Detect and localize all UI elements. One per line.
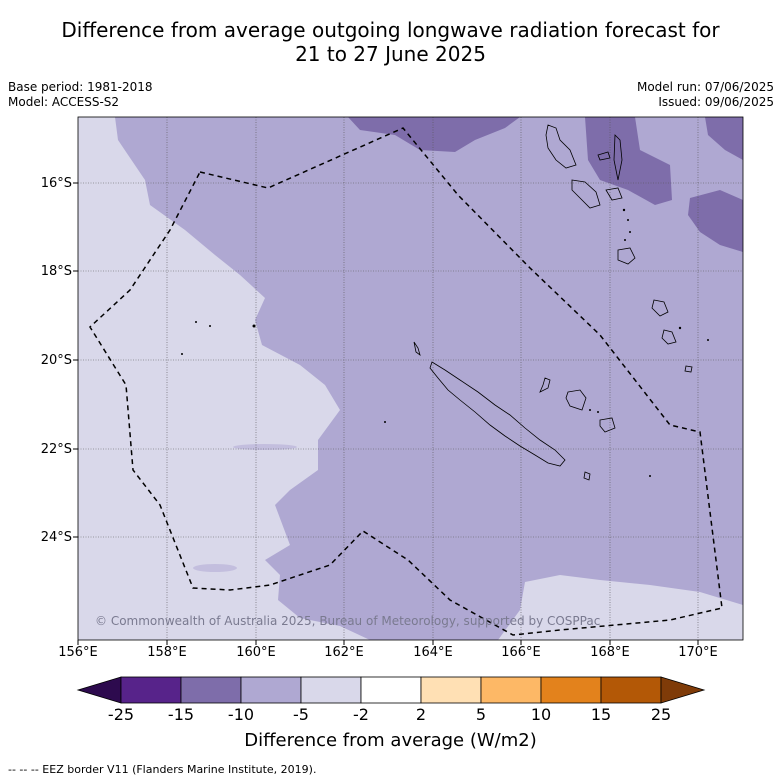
belep-islands bbox=[413, 341, 421, 357]
colorbar-bin bbox=[300, 676, 362, 704]
anomaly-region-dark-ne1 bbox=[585, 117, 672, 205]
colorbar-tick: 25 bbox=[650, 705, 672, 724]
graticule bbox=[78, 117, 743, 640]
colorbar-bin bbox=[180, 676, 242, 704]
map-area bbox=[78, 117, 743, 640]
lat-label: 18°S bbox=[40, 264, 72, 279]
vanuatu-espiritu-santo bbox=[545, 124, 577, 169]
vanuatu-pentecost bbox=[605, 187, 623, 201]
anomaly-region-dark-east bbox=[688, 190, 743, 252]
vanuatu-erromango bbox=[651, 299, 669, 317]
lat-label: 20°S bbox=[40, 353, 72, 368]
lon-label: 156°E bbox=[58, 645, 98, 660]
colorbar-bin bbox=[120, 676, 182, 704]
loyalty-island-mare bbox=[599, 417, 616, 433]
colorbar-tick: -15 bbox=[167, 705, 195, 724]
vanuatu-malekula bbox=[571, 179, 601, 209]
colorbar-tick: 15 bbox=[590, 705, 612, 724]
colorbar-bin bbox=[540, 676, 602, 704]
title-line-1: Difference from average outgoing longwav… bbox=[61, 18, 720, 42]
colorbar-tick: 10 bbox=[530, 705, 552, 724]
lon-label: 168°E bbox=[590, 645, 630, 660]
eez-footnote: -- -- -- EEZ border V11 (Flanders Marine… bbox=[8, 763, 317, 776]
eez-border bbox=[89, 127, 723, 636]
anomaly-region-dark-ne2 bbox=[705, 117, 743, 160]
colorbar-label: Difference from average (W/m2) bbox=[244, 730, 537, 751]
copyright-notice: © Commonwealth of Australia 2025, Bureau… bbox=[95, 614, 601, 628]
isle-of-pines bbox=[583, 471, 591, 481]
anomaly-streak-south bbox=[193, 564, 237, 572]
model-run: Model run: 07/06/2025 bbox=[636, 80, 774, 94]
title-line-2: 21 to 27 June 2025 bbox=[295, 42, 486, 66]
issued-date: Issued: 09/06/2025 bbox=[658, 95, 774, 109]
colorbar-bin bbox=[480, 676, 542, 704]
loyalty-island-lifou bbox=[565, 389, 587, 411]
meta-right: Model run: 07/06/2025 Issued: 09/06/2025 bbox=[637, 80, 774, 110]
colorbar-bin bbox=[420, 676, 482, 704]
colorbar-tick: -2 bbox=[353, 705, 369, 724]
anomaly-region-dark-north bbox=[348, 117, 520, 152]
colorbar-tick: -25 bbox=[107, 705, 135, 724]
loyalty-island-ouvea bbox=[539, 377, 551, 393]
colorbar-extend-low bbox=[76, 676, 122, 704]
lat-label: 24°S bbox=[40, 530, 72, 545]
lat-label: 16°S bbox=[40, 176, 72, 191]
lon-label: 162°E bbox=[324, 645, 364, 660]
vanuatu-maewo bbox=[613, 134, 623, 181]
base-period: Base period: 1981-2018 bbox=[8, 80, 153, 94]
colorbar-bin bbox=[600, 676, 662, 704]
anomaly-region-light-west bbox=[78, 117, 370, 640]
colorbar bbox=[76, 676, 706, 704]
lon-label: 160°E bbox=[236, 645, 276, 660]
anomaly-streak bbox=[233, 444, 297, 450]
lon-label: 170°E bbox=[678, 645, 718, 660]
vanuatu-efate bbox=[617, 247, 636, 265]
colorbar-tick: -10 bbox=[227, 705, 255, 724]
lat-label: 22°S bbox=[40, 442, 72, 457]
vanuatu-aneityum bbox=[684, 365, 693, 373]
chart-title: Difference from average outgoing longwav… bbox=[0, 18, 781, 66]
colorbar-bin bbox=[360, 676, 422, 704]
meta-left: Base period: 1981-2018 Model: ACCESS-S2 bbox=[8, 80, 153, 110]
colorbar-tick: -5 bbox=[293, 705, 309, 724]
anomaly-region-light-south bbox=[498, 575, 743, 640]
lon-label: 158°E bbox=[147, 645, 187, 660]
small-islets bbox=[181, 208, 709, 477]
vanuatu-ambae bbox=[597, 151, 611, 161]
map-frame bbox=[77, 116, 744, 641]
lon-label: 166°E bbox=[501, 645, 541, 660]
new-caledonia-island bbox=[429, 361, 566, 467]
colorbar-extend-high bbox=[660, 676, 706, 704]
colorbar-tick: 2 bbox=[415, 705, 427, 724]
colorbar-tick: 5 bbox=[475, 705, 487, 724]
vanuatu-tanna bbox=[661, 329, 677, 345]
lon-label: 164°E bbox=[413, 645, 453, 660]
axis-ticks bbox=[73, 182, 699, 645]
model-name: Model: ACCESS-S2 bbox=[8, 95, 120, 109]
colorbar-bin bbox=[240, 676, 302, 704]
